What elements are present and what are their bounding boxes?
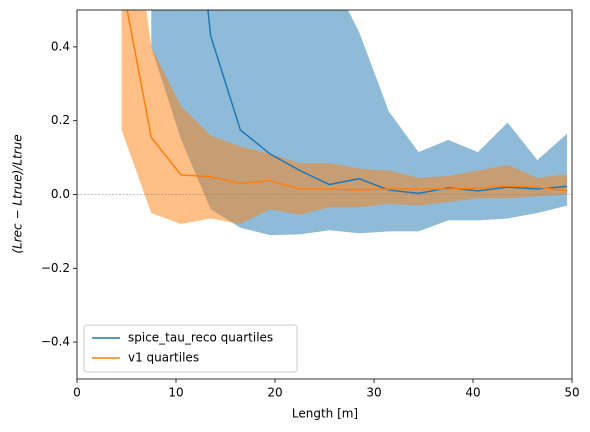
x-tick-label: 20 [267, 386, 282, 400]
y-tick-label: 0.0 [51, 187, 70, 201]
x-axis-label: Length [m] [292, 407, 358, 421]
median-line [207, 10, 568, 195]
plot-area [77, 10, 572, 236]
legend-label: v1 quartiles [128, 351, 199, 365]
y-tick-label: 0.4 [51, 39, 70, 53]
legend-label: spice_tau_reco quartiles [128, 331, 273, 345]
x-tick-label: 0 [73, 386, 81, 400]
y-tick-label: −0.4 [41, 335, 70, 349]
y-tick-label: −0.2 [41, 261, 70, 275]
x-tick-label: 30 [366, 386, 381, 400]
legend-box [83, 324, 298, 373]
y-tick-label: 0.2 [51, 113, 70, 127]
x-tick-label: 40 [465, 386, 480, 400]
quartile-band [121, 10, 568, 225]
y-axis-label: (Lrec − Ltrue)/Ltrue [11, 134, 25, 253]
median-line [126, 10, 568, 192]
x-tick-label: 50 [564, 386, 579, 400]
x-tick-label: 10 [168, 386, 183, 400]
